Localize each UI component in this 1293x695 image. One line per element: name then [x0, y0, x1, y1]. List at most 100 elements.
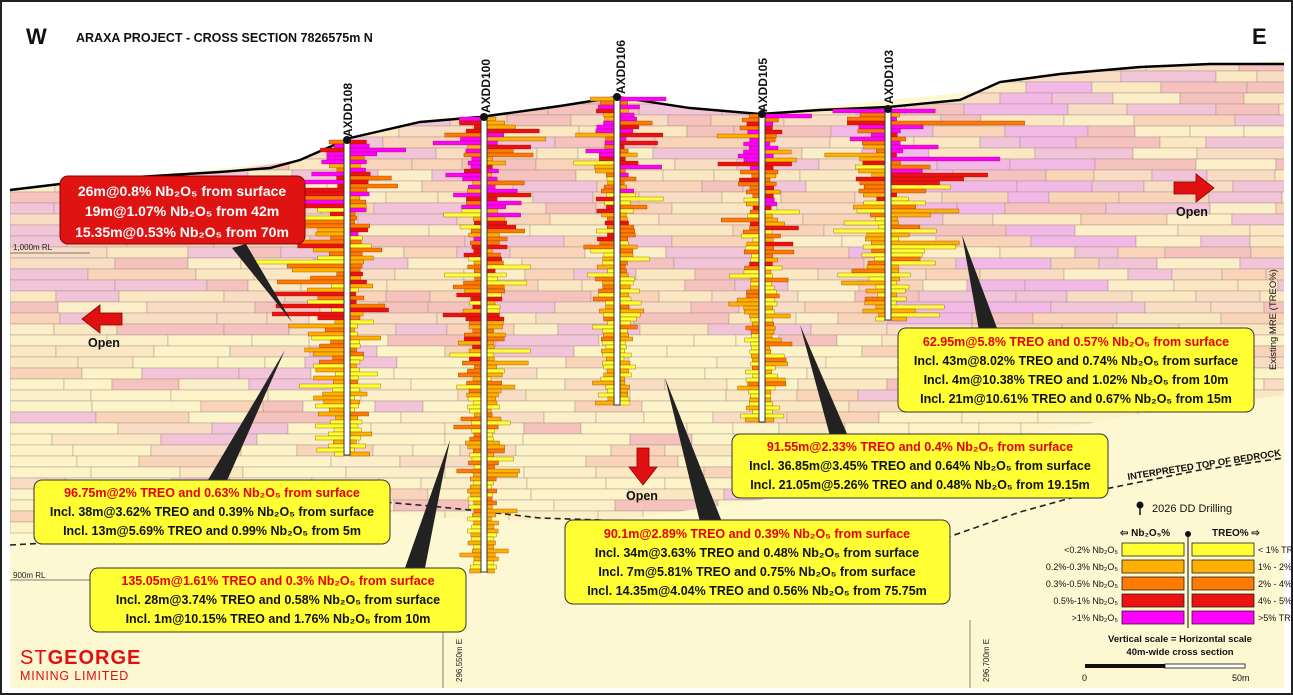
mre-block — [10, 202, 55, 215]
mre-block — [242, 466, 347, 479]
mre-block — [1063, 268, 1129, 281]
mre-block — [1093, 169, 1153, 182]
mre-block — [922, 279, 968, 292]
legend-treo-header: TREO% ⇨ — [1212, 528, 1260, 539]
mre-block — [780, 191, 856, 204]
mre-block — [1016, 180, 1093, 193]
mre-block — [978, 422, 1022, 435]
west-label: W — [26, 24, 47, 49]
mre-block — [639, 323, 709, 336]
mre-block — [666, 345, 758, 358]
mre-block — [1004, 125, 1089, 138]
callout-axdd105: 91.55m@2.33% TREO and 0.4% Nb₂O₅ from su… — [731, 433, 1109, 499]
mre-block — [403, 246, 458, 259]
callout-axdd105-title: 91.55m@2.33% TREO and 0.4% Nb₂O₅ from su… — [767, 440, 1073, 454]
drillhole-axdd100 — [432, 113, 547, 574]
legend-treo-range: >5% TREO — [1258, 613, 1293, 623]
legend-nb-range: 0.3%-0.5% Nb₂O₅ — [1046, 579, 1119, 589]
legend-treo-range: 1% - 2% TREO — [1258, 562, 1293, 572]
mre-block — [10, 312, 61, 325]
mre-block — [77, 356, 134, 369]
mre-block — [506, 114, 572, 127]
mre-block — [524, 268, 575, 281]
mre-block — [10, 345, 57, 358]
mre-block — [1281, 191, 1284, 204]
mre-block — [217, 356, 266, 369]
mre-block — [942, 213, 994, 226]
mre-block — [1032, 312, 1118, 325]
mre-block — [370, 422, 446, 435]
mre-block — [633, 312, 730, 325]
open-label-east: Open — [1176, 205, 1208, 219]
mre-block — [10, 444, 74, 457]
mre-block — [691, 433, 735, 446]
mre-block — [488, 400, 576, 413]
mre-block — [57, 301, 148, 314]
mre-block — [1259, 290, 1284, 303]
legend-treo-range: < 1% TREO — [1258, 545, 1293, 555]
mre-block — [1007, 191, 1050, 204]
mre-block — [72, 444, 152, 457]
mre-block — [523, 466, 597, 479]
mre-block — [264, 356, 306, 369]
mre-block — [1134, 125, 1191, 138]
open-arrow-west: Open — [81, 304, 123, 350]
legend: 2026 DD Drilling ⇦ Nb₂O₅% TREO% ⇨ <0.2% … — [1046, 501, 1293, 683]
mre-block — [330, 455, 401, 468]
mre-block — [1019, 136, 1077, 149]
mre-block — [1050, 301, 1146, 314]
callout-axdd108-nb-line-2: 19m@1.07% Nb₂O₅ from 42m — [85, 203, 279, 219]
mre-block — [932, 125, 1006, 138]
mre-block — [1171, 268, 1223, 281]
open-label-west: Open — [88, 336, 120, 350]
mre-block — [216, 312, 268, 325]
mre-block — [1221, 268, 1267, 281]
mre-block — [509, 246, 586, 259]
mre-block — [1210, 301, 1265, 314]
mre-block — [187, 257, 242, 270]
mre-block — [10, 389, 92, 402]
mre-block — [1246, 81, 1284, 94]
side-label-mre: Existing MRE (TREO%) — [1268, 269, 1279, 370]
mre-block — [1034, 147, 1134, 160]
mre-block — [412, 444, 461, 457]
mre-block — [1160, 81, 1248, 94]
mre-block — [1094, 158, 1197, 171]
mre-block — [51, 433, 162, 446]
mre-block — [795, 312, 839, 325]
mre-block — [10, 455, 78, 468]
drillhole-axdd103 — [824, 105, 1025, 322]
mre-block — [686, 422, 734, 435]
mre-block — [536, 367, 607, 380]
mre-block — [1278, 103, 1284, 116]
legend-nb-swatch — [1121, 542, 1185, 557]
mre-block — [395, 323, 448, 336]
mre-block — [170, 389, 269, 402]
mre-block — [167, 334, 253, 347]
logo-george: GEORGE — [48, 647, 142, 669]
mre-block — [411, 158, 463, 171]
callout-axdd108-nb-line-3: 15.35m@0.53% Nb₂O₅ from 70m — [75, 224, 289, 240]
mre-block — [810, 323, 888, 336]
mre-block — [543, 411, 597, 424]
mre-block — [1215, 70, 1258, 83]
legend-nb-swatch — [1121, 576, 1185, 591]
mre-block — [797, 378, 888, 391]
callout-axdd106-line-2: Incl. 7m@5.81% TREO and 0.75% Nb₂O₅ from… — [598, 565, 915, 579]
legend-treo-swatch — [1191, 593, 1255, 608]
mre-block — [1274, 169, 1284, 182]
mre-block — [385, 290, 431, 303]
callout-axdd100-line-2: Incl. 1m@10.15% TREO and 1.76% Nb₂O₅ fro… — [126, 612, 431, 626]
mre-block — [1263, 378, 1284, 391]
page-title: ARAXA PROJECT - CROSS SECTION 7826575m N — [76, 31, 373, 45]
mre-block — [1091, 81, 1162, 94]
mre-block — [1133, 114, 1236, 127]
mre-block — [91, 400, 202, 413]
mre-block — [701, 180, 744, 193]
mre-block — [206, 279, 249, 292]
hole-label-axdd100: AXDD100 — [479, 59, 493, 113]
mre-block — [605, 477, 666, 490]
legend-nb-range: 0.5%-1% Nb₂O₅ — [1053, 596, 1118, 606]
mre-block — [491, 301, 556, 314]
mre-block — [999, 246, 1076, 259]
